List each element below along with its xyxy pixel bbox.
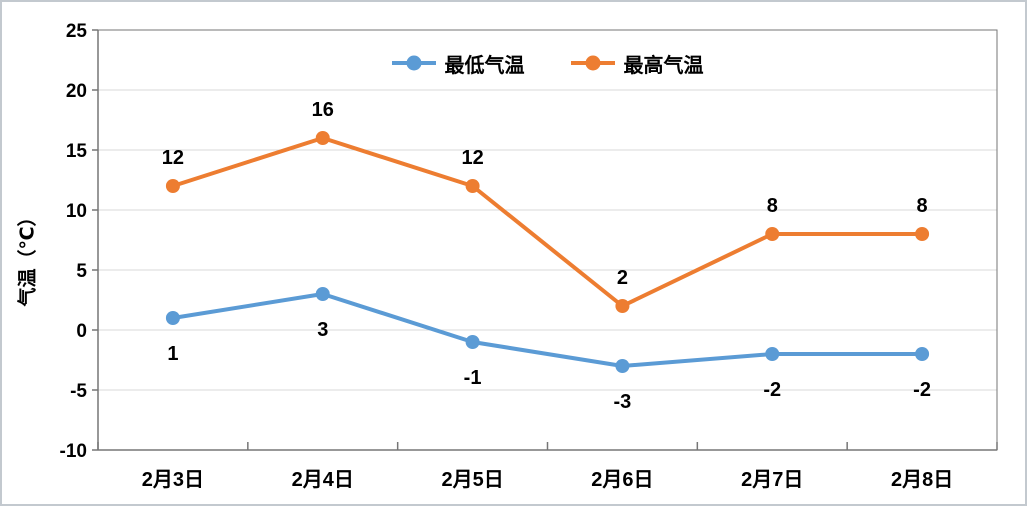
y-tick-label: 0	[76, 321, 87, 342]
y-tick-label: 10	[66, 201, 87, 222]
x-tick-label: 2月4日	[292, 469, 354, 491]
y-tick-label: -10	[60, 441, 87, 462]
data-label-min-temp: 3	[317, 319, 328, 341]
x-tick-label: 2月7日	[741, 469, 803, 491]
marker-min-temp[interactable]	[315, 287, 330, 301]
legend-marker-min-temp-icon	[391, 55, 436, 71]
data-label-max-temp: 16	[312, 99, 334, 121]
data-label-max-temp: 12	[461, 147, 483, 169]
legend-marker-max-temp-icon	[570, 55, 615, 71]
marker-min-temp[interactable]	[465, 335, 480, 349]
y-tick-label: -5	[70, 381, 87, 402]
data-label-max-temp: 8	[917, 195, 928, 217]
data-label-min-temp: -1	[464, 367, 482, 389]
data-label-min-temp: -2	[763, 379, 781, 401]
legend: 最低气温 最高气温	[98, 46, 997, 80]
series-line-max-temp[interactable]	[170, 136, 925, 308]
marker-max-temp[interactable]	[615, 299, 630, 313]
marker-max-temp[interactable]	[465, 179, 480, 193]
legend-dot-max-temp	[585, 55, 600, 71]
x-tick-label: 2月8日	[891, 469, 953, 491]
data-label-max-temp: 2	[617, 267, 628, 289]
x-tick-label: 2月3日	[142, 469, 204, 491]
data-label-max-temp: 12	[162, 147, 184, 169]
legend-label-max-temp: 最高气温	[623, 54, 704, 77]
legend-item-max-temp[interactable]: 最高气温	[570, 49, 704, 78]
x-tick-label: 2月5日	[441, 469, 503, 491]
y-axis-title: 气温（℃）	[17, 207, 39, 307]
marker-min-temp[interactable]	[165, 311, 180, 325]
y-tick-label: 20	[66, 81, 87, 102]
data-label-min-temp: -2	[913, 379, 931, 401]
y-tick-label: 5	[76, 261, 87, 282]
data-label-max-temp: 8	[767, 195, 778, 217]
marker-max-temp[interactable]	[165, 179, 180, 193]
legend-label-min-temp: 最低气温	[444, 54, 525, 77]
legend-dot-min-temp	[406, 55, 421, 71]
marker-max-temp[interactable]	[915, 227, 930, 241]
legend-item-min-temp[interactable]: 最低气温	[391, 49, 525, 78]
marker-max-temp[interactable]	[315, 131, 330, 145]
data-label-min-temp: 1	[167, 343, 178, 365]
x-tick-label: 2月6日	[591, 469, 653, 491]
plot-border	[97, 29, 998, 451]
marker-min-temp[interactable]	[915, 347, 930, 361]
series-line-min-temp[interactable]	[170, 292, 925, 368]
y-tick-label: 15	[66, 141, 88, 162]
marker-min-temp[interactable]	[765, 347, 780, 361]
marker-min-temp[interactable]	[615, 359, 630, 373]
marker-max-temp[interactable]	[765, 227, 780, 241]
data-label-min-temp: -3	[614, 391, 632, 413]
y-tick-label: 25	[66, 21, 88, 42]
